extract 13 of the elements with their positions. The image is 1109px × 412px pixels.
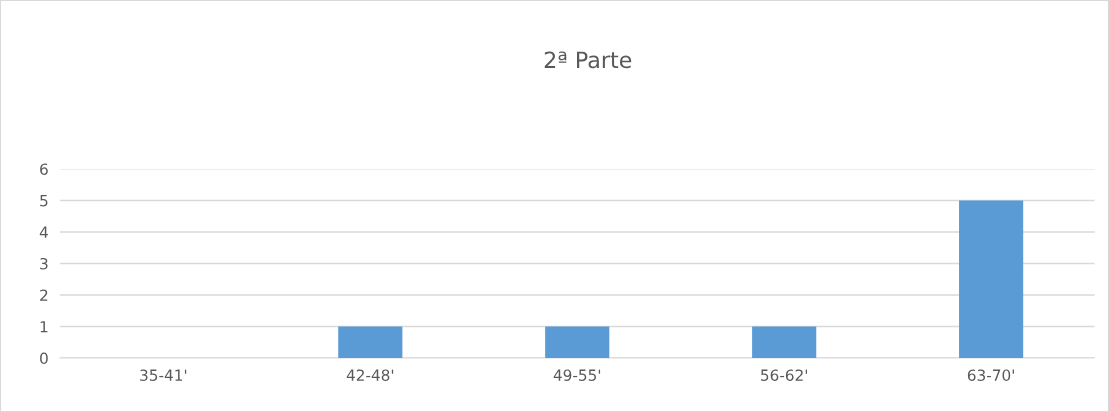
y-tick-label: 6 bbox=[40, 163, 48, 175]
y-tick-label: 0 bbox=[40, 352, 48, 365]
y-tick-label: 4 bbox=[39, 226, 48, 238]
y-tick-label: 1 bbox=[40, 321, 48, 333]
y-tick-label: 5 bbox=[40, 195, 48, 207]
x-tick-label: 42-48' bbox=[346, 369, 394, 381]
x-tick-label: 35-41' bbox=[140, 369, 187, 381]
y-tick-label: 3 bbox=[40, 257, 48, 270]
x-tick-label: 49-55' bbox=[553, 369, 601, 381]
x-tick-label: 56-62' bbox=[761, 369, 808, 381]
chart-title: 2ª Parte bbox=[544, 51, 632, 69]
x-tick-label: 63-70' bbox=[967, 369, 1014, 381]
y-tick-label: 2 bbox=[40, 289, 48, 301]
